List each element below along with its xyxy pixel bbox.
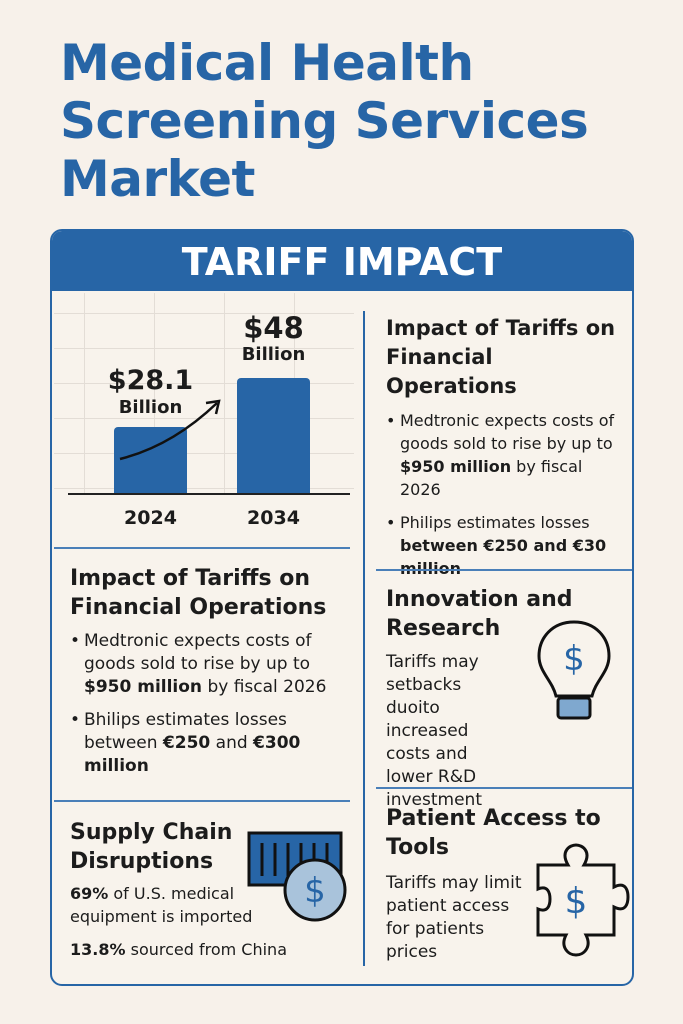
left-financial-section: Impact of Tariffs on Financial Operations…	[70, 564, 355, 788]
container-coin-icon: $	[247, 831, 347, 922]
svg-text:$: $	[565, 881, 588, 922]
patient-body: Tariffs may limit patient access for pat…	[386, 873, 522, 962]
section-heading: Impact of Tariffs on Financial Operations	[70, 566, 327, 620]
section-divider	[376, 787, 632, 789]
section-heading: Innovation and Research	[386, 587, 573, 641]
innovation-section: Innovation and Research Tariffs may setba…	[386, 585, 626, 812]
svg-text:$: $	[563, 639, 585, 679]
x-tick-label: 2024	[124, 507, 177, 529]
supply-stat-imported: 69% of U.S. medical equipment is importe…	[70, 884, 253, 926]
section-heading: Impact of Tariffs on Financial Operations	[386, 316, 616, 398]
puzzle-dollar-icon: $	[536, 843, 630, 957]
tariff-impact-banner: TARIFF IMPACT	[52, 231, 632, 291]
chart-baseline	[68, 493, 350, 495]
section-divider	[54, 800, 350, 802]
bar-2024	[114, 427, 187, 493]
tariff-impact-card: TARIFF IMPACT $28.1 Billion 2024 $48 Billion…	[50, 229, 634, 986]
list-item: Bhilips estimates losses between €250 an…	[70, 709, 355, 778]
svg-text:$: $	[304, 871, 326, 911]
section-divider	[54, 547, 350, 549]
section-heading: Patient Access to Tools	[386, 806, 601, 860]
patient-access-section: Patient Access to Tools Tariffs may limit…	[386, 804, 626, 964]
growth-arrow-icon	[119, 399, 221, 461]
bar-2034	[237, 378, 310, 493]
lightbulb-dollar-icon: $	[537, 620, 611, 720]
column-divider	[363, 311, 365, 966]
innovation-body: Tariffs may setbacks duoito increased co…	[386, 652, 482, 810]
section-heading: Supply Chain Disruptions	[70, 820, 233, 874]
list-item: Philips estimates losses between €250 an…	[386, 511, 626, 580]
supply-chain-section: Supply Chain Disruptions 69% of U.S. medi…	[70, 818, 310, 961]
page-title: Medical Health Screening Services Market	[60, 34, 589, 208]
supply-stat-china: 13.8% sourced from China	[70, 940, 287, 959]
list-item: Medtronic expects costs of goods sold to…	[70, 630, 355, 699]
value-label: $48 Billion	[241, 311, 306, 365]
right-financial-section: Impact of Tariffs on Financial Operations…	[386, 314, 626, 590]
section-divider	[376, 569, 632, 571]
list-item: Medtronic expects costs of goods sold to…	[386, 409, 626, 501]
value-label: $28.1 Billion	[107, 365, 194, 418]
x-tick-label: 2034	[247, 507, 300, 529]
